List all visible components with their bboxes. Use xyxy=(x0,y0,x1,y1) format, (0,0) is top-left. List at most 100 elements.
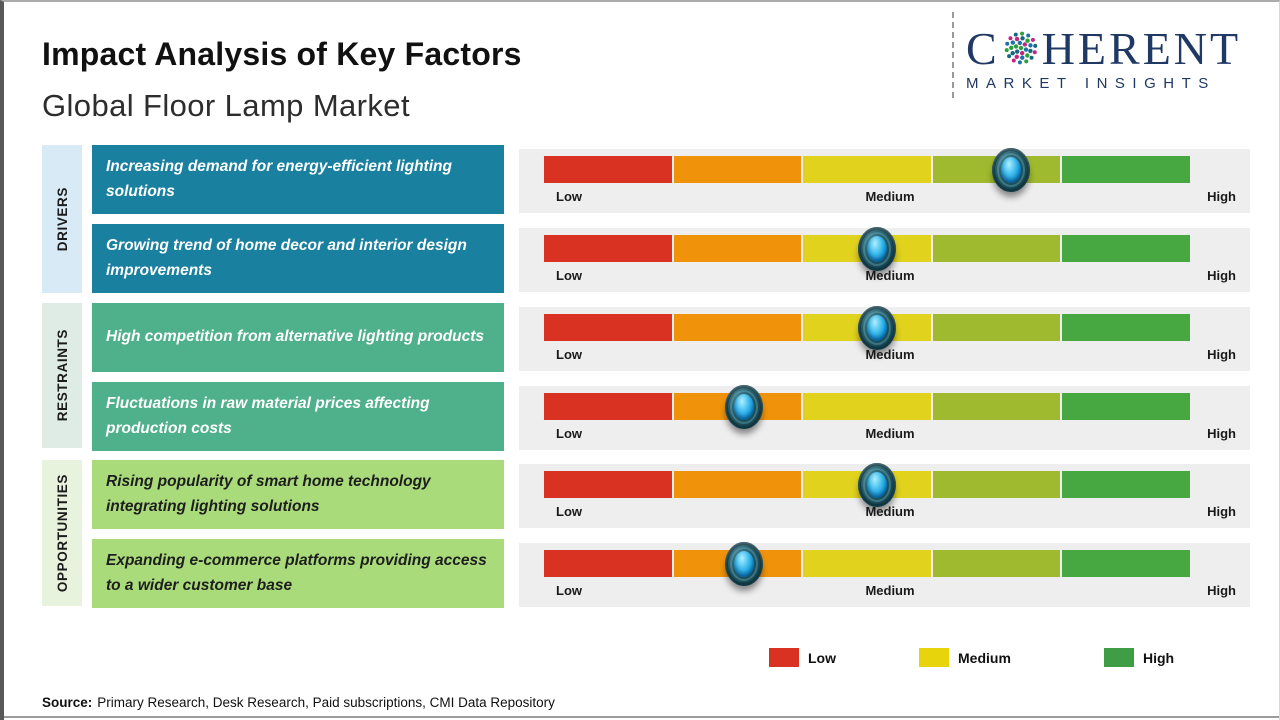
scale-label-low: Low xyxy=(556,347,582,362)
legend-swatch-high xyxy=(1104,648,1134,667)
scale-segment xyxy=(803,550,931,577)
impact-scale-row: Low Medium High xyxy=(519,384,1250,450)
factor-text: High competition from alternative lighti… xyxy=(106,328,485,346)
scale-label-medium: Medium xyxy=(865,426,915,441)
scale-label-high: High xyxy=(1207,268,1236,283)
section-label-text: OPPORTUNITIES xyxy=(54,473,70,593)
scale-segment xyxy=(932,235,1061,262)
scale-labels: Low Medium High xyxy=(544,426,1236,444)
brand-wordmark: C HERENT xyxy=(966,26,1266,72)
scale-segment xyxy=(544,156,672,183)
impact-scale-bar xyxy=(544,384,1190,429)
impact-scale-row: Low Medium High xyxy=(519,541,1250,607)
scale-label-medium: Medium xyxy=(865,268,915,283)
globe-icon xyxy=(1001,28,1041,68)
scale-segment xyxy=(673,471,802,498)
impact-marker-core xyxy=(866,235,887,262)
scale-label-high: High xyxy=(1207,583,1236,598)
scale-label-medium: Medium xyxy=(865,347,915,362)
scale-segment xyxy=(673,314,802,341)
scale-label-medium: Medium xyxy=(865,504,915,519)
scale-segment xyxy=(544,471,672,498)
scale-segment xyxy=(932,471,1061,498)
source-label: Source: xyxy=(42,695,93,710)
impact-marker-core xyxy=(866,471,887,498)
brand-letter-c: C xyxy=(966,23,1000,74)
source-line: Source: Primary Research, Desk Research, … xyxy=(42,695,555,710)
page-subtitle: Global Floor Lamp Market xyxy=(42,88,410,123)
scale-segment xyxy=(803,156,931,183)
impact-scale-bar xyxy=(544,462,1190,507)
scale-label-low: Low xyxy=(556,504,582,519)
brand-tagline: MARKET INSIGHTS xyxy=(966,75,1216,92)
legend-label: Low xyxy=(808,649,836,666)
scale-label-low: Low xyxy=(556,583,582,598)
impact-marker-core xyxy=(866,314,887,341)
scale-segment xyxy=(544,235,672,262)
scale-segment xyxy=(1062,314,1190,341)
scale-labels: Low Medium High xyxy=(544,583,1236,601)
factor-box: High competition from alternative lighti… xyxy=(92,303,504,372)
page-title: Impact Analysis of Key Factors xyxy=(42,36,522,72)
impact-scale-row: Low Medium High xyxy=(519,147,1250,213)
legend-item-medium: Medium xyxy=(919,648,1011,667)
scale-segment xyxy=(932,393,1061,420)
impact-marker xyxy=(857,305,896,350)
section-label-restraints: RESTRAINTS xyxy=(42,303,82,448)
section-label-text: DRIVERS xyxy=(54,186,70,252)
legend-item-low: Low xyxy=(769,648,836,667)
scale-label-medium: Medium xyxy=(865,189,915,204)
impact-scale-bar xyxy=(544,541,1190,586)
scale-segment xyxy=(932,550,1061,577)
impact-marker xyxy=(725,541,764,586)
scale-segment xyxy=(803,393,931,420)
scale-label-medium: Medium xyxy=(865,583,915,598)
scale-segment xyxy=(1062,550,1190,577)
scale-segment xyxy=(1062,156,1190,183)
impact-marker xyxy=(857,226,896,271)
impact-marker xyxy=(857,462,896,507)
brand-letters-herent: HERENT xyxy=(1041,23,1242,74)
logo-divider xyxy=(952,12,954,98)
scale-segment xyxy=(544,393,672,420)
scale-labels: Low Medium High xyxy=(544,504,1236,522)
factor-text: Growing trend of home decor and interior… xyxy=(106,237,467,279)
scale-label-low: Low xyxy=(556,426,582,441)
impact-scale-bar xyxy=(544,226,1190,271)
factor-box: Growing trend of home decor and interior… xyxy=(92,224,504,293)
scale-label-high: High xyxy=(1207,347,1236,362)
legend-label: Medium xyxy=(958,649,1011,666)
impact-scale-bar xyxy=(544,305,1190,350)
section-label-text: RESTRAINTS xyxy=(54,329,70,422)
legend-label: High xyxy=(1143,649,1175,666)
impact-scale-row: Low Medium High xyxy=(519,305,1250,371)
scale-labels: Low Medium High xyxy=(544,189,1236,207)
factor-box: Expanding e-commerce platforms providing… xyxy=(92,539,504,608)
scale-segment xyxy=(544,550,672,577)
scale-label-high: High xyxy=(1207,426,1236,441)
factor-box: Increasing demand for energy-efficient l… xyxy=(92,145,504,214)
scale-segment xyxy=(932,314,1061,341)
scale-segment xyxy=(1062,471,1190,498)
scale-segment xyxy=(1062,235,1190,262)
impact-marker xyxy=(725,384,764,429)
brand-logo: C HERENT MARKET INSIGHTS xyxy=(966,26,1266,93)
legend-swatch-medium xyxy=(919,648,949,667)
section-label-opportunities: OPPORTUNITIES xyxy=(42,460,82,606)
scale-label-low: Low xyxy=(556,268,582,283)
impact-scale-row: Low Medium High xyxy=(519,462,1250,528)
source-text: Primary Research, Desk Research, Paid su… xyxy=(97,695,555,710)
factor-text: Fluctuations in raw material prices affe… xyxy=(106,395,430,437)
impact-marker-core xyxy=(734,393,755,420)
section-label-drivers: DRIVERS xyxy=(42,145,82,293)
factor-text: Increasing demand for energy-efficient l… xyxy=(106,158,452,200)
legend-swatch-low xyxy=(769,648,799,667)
scale-segment xyxy=(1062,393,1190,420)
bottom-divider xyxy=(4,716,1279,718)
factor-text: Expanding e-commerce platforms providing… xyxy=(106,552,487,594)
factor-box: Rising popularity of smart home technolo… xyxy=(92,460,504,529)
scale-label-high: High xyxy=(1207,189,1236,204)
factor-text: Rising popularity of smart home technolo… xyxy=(106,473,431,515)
impact-marker xyxy=(992,147,1031,192)
